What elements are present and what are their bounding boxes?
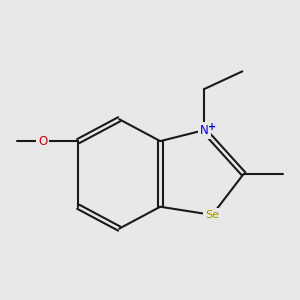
Text: O: O — [38, 135, 47, 148]
Text: Se: Se — [205, 210, 219, 220]
Text: +: + — [208, 122, 217, 132]
Text: N: N — [200, 124, 208, 137]
